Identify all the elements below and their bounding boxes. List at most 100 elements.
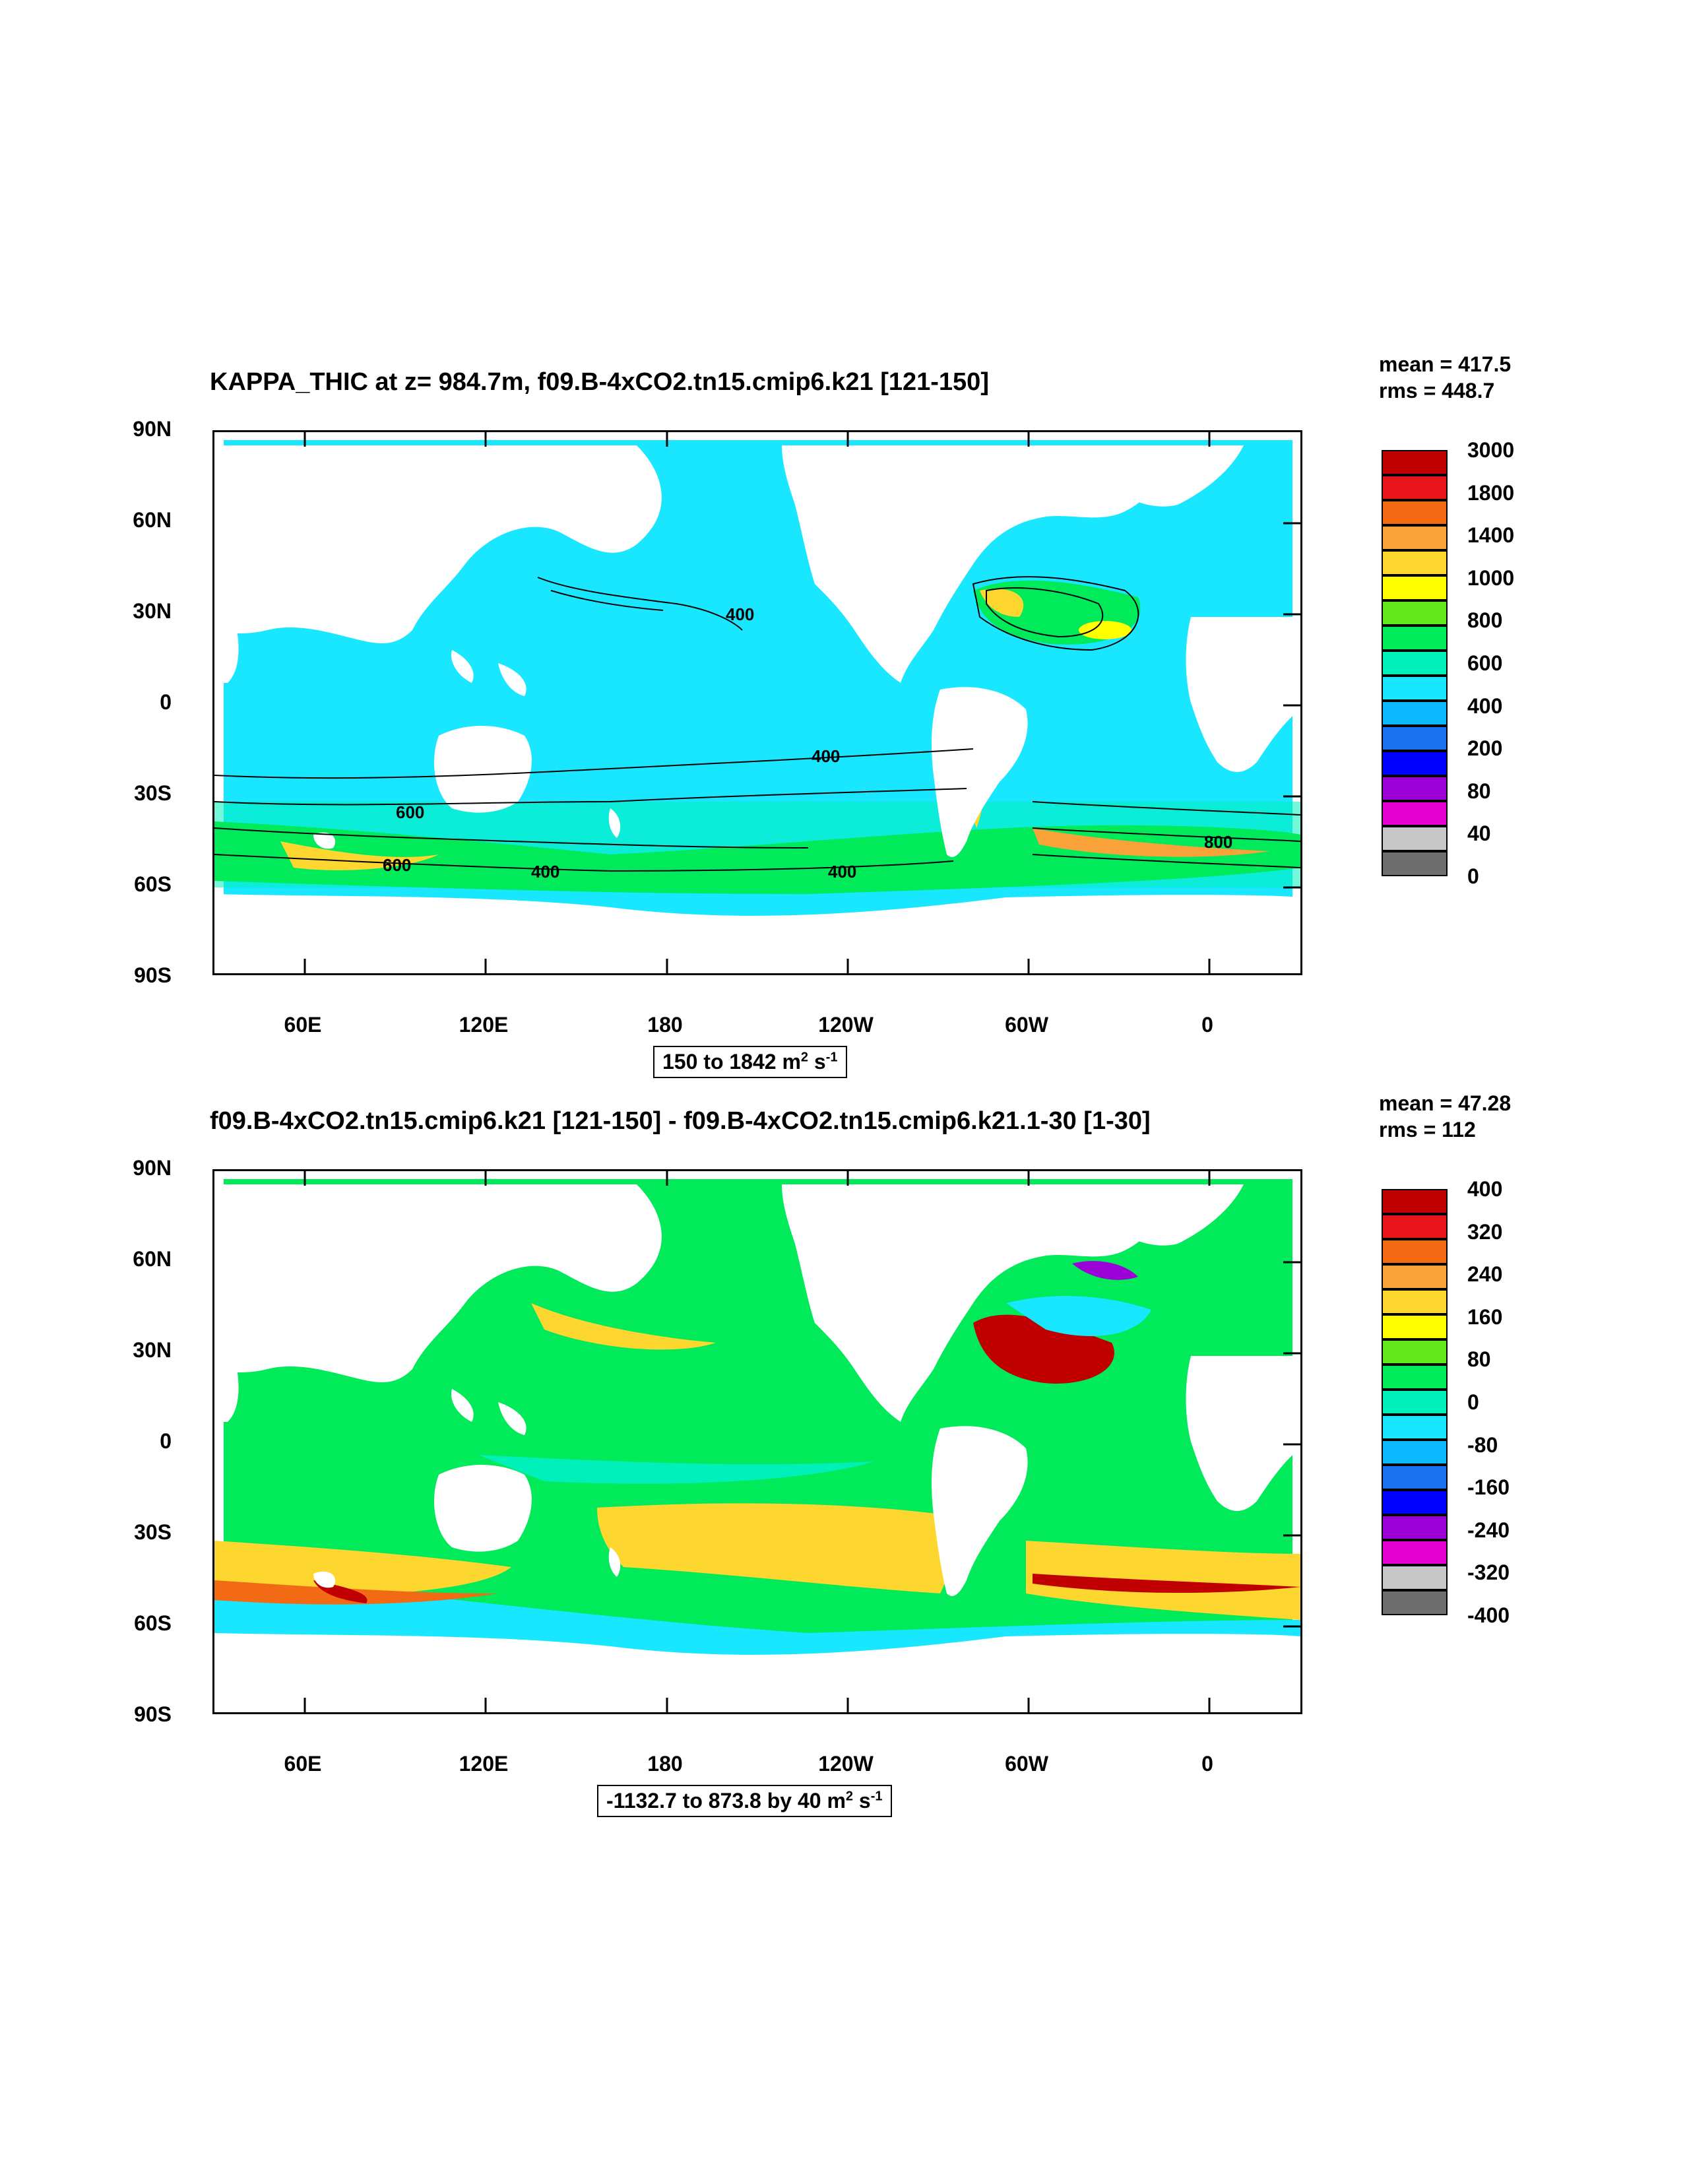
bottom-cbar-label-10: -400: [1467, 1603, 1510, 1627]
gulf-stream-core-2: [1079, 621, 1131, 639]
top-cbar-swatch-8: [1382, 651, 1448, 676]
bottom-cbar-swatch-14: [1382, 1540, 1448, 1565]
diff-south-pacific-yellow: [597, 1503, 953, 1593]
bottom-cbar-label-2: 240: [1467, 1262, 1503, 1287]
top-cbar-swatch-6: [1382, 600, 1448, 626]
top-cbar-swatch-3: [1382, 525, 1448, 550]
top-cbar-swatch-2: [1382, 500, 1448, 525]
bottom-cbar-label-3: 160: [1467, 1304, 1503, 1329]
diff-s-atlantic-red: [1033, 1574, 1300, 1593]
top-cbar-swatch-5: [1382, 575, 1448, 600]
lat-label-eq-b: 0: [160, 1429, 172, 1453]
bottom-plot-title: f09.B-4xCO2.tn15.cmip6.k21 [121-150] - f…: [210, 1107, 1151, 1135]
bottom-cbar-swatch-9: [1382, 1415, 1448, 1440]
top-cbar-swatch-12: [1382, 751, 1448, 776]
contour-label-7: 400: [828, 862, 856, 882]
top-cbar-swatch-1: [1382, 475, 1448, 500]
bottom-cbar-label-4: 80: [1467, 1347, 1491, 1372]
lat-label-30s-b: 30S: [134, 1520, 172, 1544]
lon-label-120e-b: 120E: [459, 1752, 509, 1776]
bottom-cbar-label-8: -240: [1467, 1518, 1510, 1542]
bottom-cbar-swatch-8: [1382, 1390, 1448, 1415]
gulf-stream-core: [980, 589, 1024, 617]
bottom-map-canvas: [214, 1171, 1300, 1712]
bottom-cbar-label-7: -160: [1467, 1475, 1510, 1500]
bottom-cbar-label-0: 400: [1467, 1177, 1503, 1201]
land-masses-b: [214, 1184, 1300, 1712]
top-cbar-label-10: 0: [1467, 864, 1479, 888]
lat-label-60s: 60S: [134, 872, 172, 896]
top-cbar-swatch-14: [1382, 801, 1448, 826]
top-cbar-label-6: 400: [1467, 693, 1503, 718]
bottom-range-sup1: 2: [845, 1789, 854, 1804]
acc-band: [214, 821, 1300, 894]
top-map-panel: KAPPA_THIC at z= 984.7m, f09.B-4xCO2.tn1…: [0, 343, 1689, 1082]
lat-label-60s-b: 60S: [134, 1611, 172, 1635]
lat-label-30s: 30S: [134, 781, 172, 805]
lat-label-90s-b: 90S: [134, 1702, 172, 1726]
top-cbar-label-7: 200: [1467, 736, 1503, 761]
bottom-cbar-swatch-5: [1382, 1314, 1448, 1339]
diff-n-pacific-yellow: [531, 1303, 716, 1350]
bottom-rms-text: rms = 112: [1379, 1118, 1476, 1141]
top-range-sup2: -1: [825, 1050, 838, 1065]
bottom-cbar-swatch-16: [1382, 1590, 1448, 1615]
diff-tropical-band: [478, 1455, 874, 1484]
top-cbar-label-2: 1400: [1467, 523, 1515, 548]
lon-label-120w-b: 120W: [818, 1752, 874, 1776]
lon-label-120w: 120W: [818, 1013, 874, 1037]
top-cbar-label-4: 800: [1467, 608, 1503, 633]
lon-label-120e: 120E: [459, 1013, 509, 1037]
bottom-cbar-swatch-3: [1382, 1264, 1448, 1289]
lat-label-60n-b: 60N: [133, 1247, 172, 1271]
top-cbar-swatch-7: [1382, 626, 1448, 651]
top-range-text: 150 to 1842 m: [662, 1050, 801, 1074]
bottom-cbar-swatch-6: [1382, 1339, 1448, 1365]
lon-label-60w-b: 60W: [1005, 1752, 1048, 1776]
top-range-box: 150 to 1842 m2 s-1: [653, 1046, 847, 1078]
lat-label-90n: 90N: [133, 417, 172, 441]
top-cbar-label-3: 1000: [1467, 565, 1515, 590]
lon-label-60e-b: 60E: [284, 1752, 322, 1776]
bottom-cbar-swatch-11: [1382, 1465, 1448, 1490]
bottom-cbar-swatch-15: [1382, 1565, 1448, 1590]
bottom-cbar-label-6: -80: [1467, 1432, 1498, 1457]
bottom-cbar-swatch-13: [1382, 1515, 1448, 1540]
top-cbar-swatch-11: [1382, 726, 1448, 751]
diff-acc-yellow: [214, 1541, 511, 1596]
lon-label-60w: 60W: [1005, 1013, 1048, 1037]
top-mean-text: mean = 417.5: [1379, 352, 1512, 376]
top-cbar-swatch-13: [1382, 776, 1448, 801]
diff-labrador-purple: [1072, 1261, 1138, 1280]
lon-label-180: 180: [647, 1013, 683, 1037]
top-cbar-swatch-16: [1382, 851, 1448, 876]
top-cbar-label-1: 1800: [1467, 480, 1515, 505]
top-plot-title: KAPPA_THIC at z= 984.7m, f09.B-4xCO2.tn1…: [210, 368, 989, 396]
top-cbar-label-0: 3000: [1467, 438, 1515, 462]
acc-high-2: [1033, 828, 1270, 857]
bottom-map-panel: f09.B-4xCO2.tn15.cmip6.k21 [121-150] - f…: [0, 1082, 1689, 1821]
bottom-cbar-swatch-10: [1382, 1440, 1448, 1465]
top-cbar-label-8: 80: [1467, 779, 1491, 803]
bottom-range-text: -1132.7 to 873.8 by 40 m: [606, 1789, 846, 1813]
lat-label-60n: 60N: [133, 508, 172, 532]
top-axis-ticks: [303, 432, 1300, 973]
bottom-range-box: -1132.7 to 873.8 by 40 m2 s-1: [597, 1785, 892, 1817]
bottom-mean-text: mean = 47.28: [1379, 1091, 1512, 1115]
bottom-cbar-swatch-1: [1382, 1214, 1448, 1239]
bottom-stats: mean = 47.28 rms = 112: [1379, 1090, 1511, 1143]
top-cbar-swatch-0: [1382, 450, 1448, 475]
top-map: 400 400 600 600 800 400 400: [212, 430, 1302, 975]
lon-label-0: 0: [1201, 1013, 1213, 1037]
bottom-cbar-swatch-4: [1382, 1289, 1448, 1314]
bottom-cbar-swatch-7: [1382, 1365, 1448, 1390]
lat-label-90n-b: 90N: [133, 1156, 172, 1180]
diff-s-atlantic-yellow: [1026, 1541, 1300, 1620]
top-cbar-swatch-15: [1382, 826, 1448, 851]
lat-label-30n-b: 30N: [133, 1338, 172, 1362]
lon-label-0-b: 0: [1201, 1752, 1213, 1776]
contour-label-4: 600: [383, 855, 411, 875]
lat-label-eq: 0: [160, 690, 172, 714]
bottom-range-s: s: [853, 1789, 871, 1813]
top-cbar-label-5: 600: [1467, 651, 1503, 675]
